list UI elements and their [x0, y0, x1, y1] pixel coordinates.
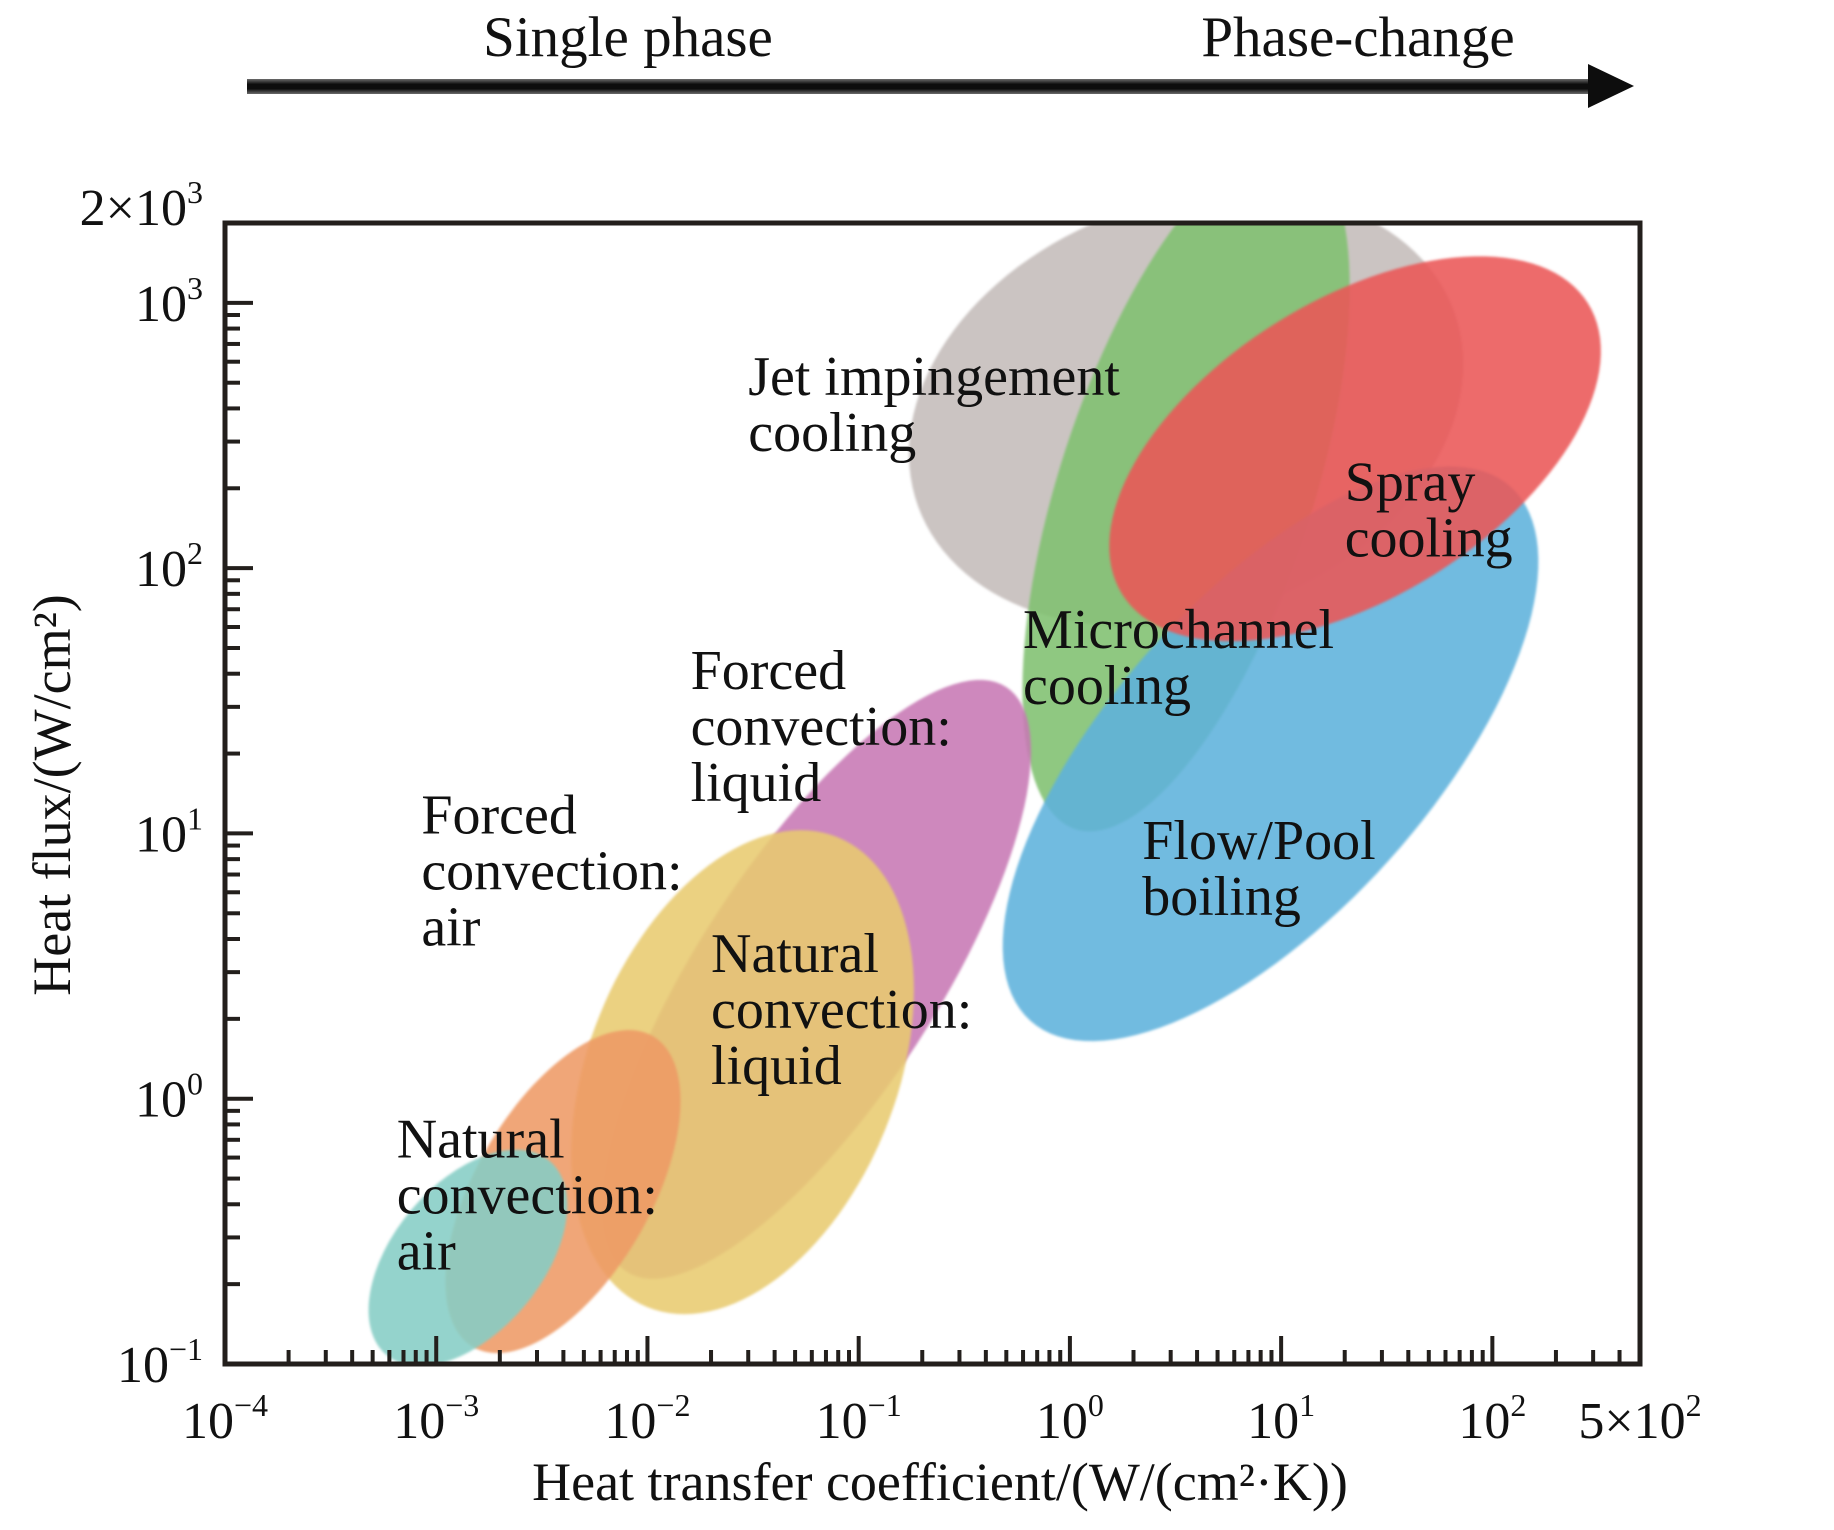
x-tick-label: 101 [1247, 1387, 1315, 1450]
phase-label-single: Single phase [483, 6, 773, 69]
x-tick-label: 10−4 [182, 1387, 268, 1450]
x-tick-label: 5×102 [1578, 1387, 1701, 1450]
label-natural-convection-air: Natural convection: air [397, 1109, 658, 1283]
label-forced-convection-air: Forced convection: air [421, 784, 682, 958]
label-natural-convection-liquid: Natural convection: liquid [711, 923, 972, 1097]
region-labels: Jet impingement cooling Microchannel coolin… [397, 346, 1513, 1283]
plot-frame [222, 220, 1643, 1367]
label-spray-cooling: Spray cooling [1345, 451, 1513, 569]
phase-arrow-shaft [247, 79, 1592, 94]
phase-arrow: Single phase Phase-change [247, 6, 1634, 108]
regions [368, 225, 1601, 1362]
label-jet-impingement-cooling: Jet impingement cooling [748, 346, 1120, 464]
x-axis-ticks [286, 1336, 1642, 1364]
y-tick-label: 100 [135, 1066, 203, 1129]
label-microchannel-cooling: Microchannel cooling [1023, 599, 1334, 717]
region-natural-convection-air [368, 1149, 568, 1362]
y-tick-label: 10−1 [117, 1331, 203, 1394]
y-tick-label: 2×103 [80, 174, 203, 237]
y-axis-title: Heat flux/(W/cm²) [22, 594, 82, 996]
y-tick-label: 102 [135, 535, 203, 598]
x-tick-label: 10−2 [604, 1387, 690, 1450]
region-spray-cooling [1109, 256, 1601, 642]
phase-arrow-head [1588, 64, 1634, 108]
x-tick-label: 102 [1458, 1387, 1526, 1450]
y-tick-label: 103 [135, 270, 203, 333]
x-tick-label: 100 [1036, 1387, 1104, 1450]
x-tick-label: 10−3 [393, 1387, 479, 1450]
region-flow-pool-boiling [1002, 466, 1539, 1042]
label-forced-convection-liquid: Forced convection: liquid [691, 640, 952, 814]
phase-label-change: Phase-change [1201, 6, 1514, 69]
x-axis-title: Heat transfer coefficient/(W/(cm²·K)) [532, 1452, 1348, 1512]
x-tick-label: 10−1 [816, 1387, 902, 1450]
y-tick-label: 101 [135, 800, 203, 863]
x-axis-tick-labels: 10−4 10−3 10−2 10−1 100 101 102 5×102 [182, 1387, 1702, 1450]
y-axis-ticks [225, 221, 253, 1287]
label-flow-pool-boiling: Flow/Pool boiling [1142, 810, 1375, 928]
y-axis-tick-labels: 10−1 100 101 102 103 2×103 [80, 174, 203, 1394]
